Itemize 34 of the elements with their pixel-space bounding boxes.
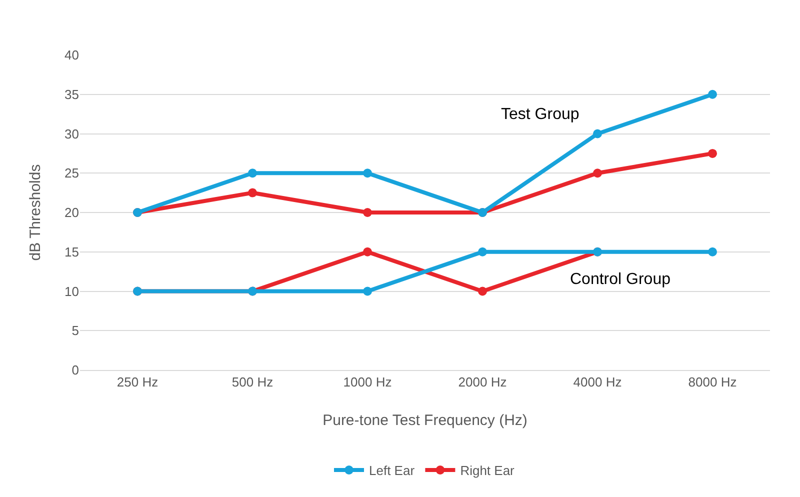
y-axis-title: dB Thresholds [27, 164, 44, 261]
y-tick-label: 40 [64, 48, 79, 63]
y-tick-label: 35 [64, 86, 79, 102]
y-tick-label: 30 [64, 126, 79, 142]
point [708, 148, 717, 158]
x-tick-label: 4000 Hz [573, 374, 622, 390]
x-tick-label: 250 Hz [116, 374, 158, 390]
point [593, 168, 602, 178]
x-tick-label: 8000 Hz [688, 374, 737, 390]
annotation: Control Group [570, 271, 671, 288]
point [478, 247, 487, 256]
y-tick-label: 20 [64, 205, 79, 220]
point [363, 208, 372, 217]
y-tick-label: 10 [64, 284, 79, 299]
legend-label: Right Ear [460, 463, 516, 478]
annotation: Test Group [501, 106, 580, 123]
y-tick-label: 0 [72, 362, 79, 378]
y-tick-label: 15 [64, 244, 79, 260]
y-tick-label: 5 [72, 323, 79, 338]
point [363, 286, 372, 296]
point [363, 168, 372, 178]
y-tick-label: 25 [64, 166, 79, 181]
point [593, 129, 602, 138]
x-tick-label: 500 Hz [232, 374, 274, 390]
point [248, 188, 257, 198]
point [478, 286, 487, 296]
point [248, 168, 257, 178]
legend-label: Left Ear [369, 463, 416, 478]
x-tick-label: 2000 Hz [458, 374, 507, 390]
point [363, 247, 372, 256]
point [708, 247, 717, 256]
x-axis-title: Pure-tone Test Frequency (Hz) [322, 412, 528, 429]
x-tick-label: 1000 Hz [343, 374, 392, 390]
point [708, 90, 717, 99]
